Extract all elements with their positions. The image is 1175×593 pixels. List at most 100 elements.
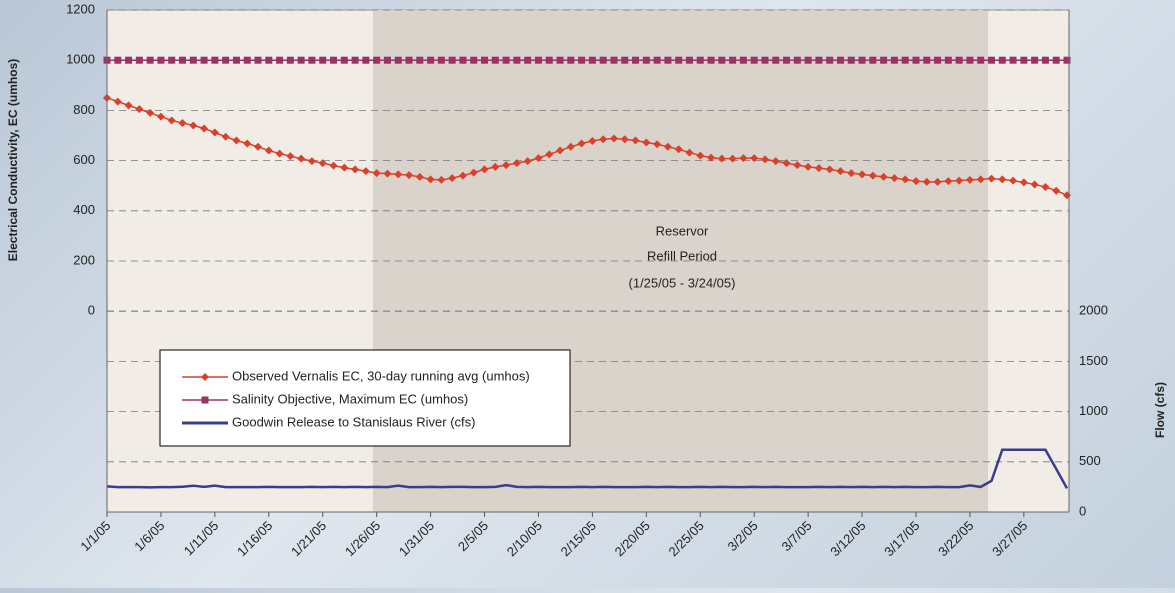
data-point [599, 135, 608, 144]
data-point [955, 56, 963, 64]
data-point [760, 155, 769, 164]
data-point [361, 167, 370, 176]
data-point [793, 161, 802, 170]
data-point [977, 56, 985, 64]
data-point [879, 172, 888, 181]
data-point [965, 175, 974, 184]
data-point [858, 56, 866, 64]
annotation: Reservor [656, 223, 709, 238]
x-tick-label: 1/6/05 [131, 518, 167, 554]
data-point [1063, 56, 1071, 64]
data-point [427, 56, 435, 64]
data-point [523, 157, 532, 166]
y2-axis-label: Flow (cfs) [1153, 382, 1167, 438]
y-tick-label: 200 [73, 252, 95, 267]
y-tick-label: 1000 [66, 52, 95, 67]
data-point [901, 56, 909, 64]
data-point [168, 56, 176, 64]
data-point [642, 138, 651, 147]
data-point [114, 56, 122, 64]
x-tick-label: 1/11/05 [181, 518, 222, 559]
data-point [437, 56, 445, 64]
data-point [329, 161, 338, 170]
y-tick-label: 600 [73, 152, 95, 167]
data-point [254, 142, 263, 151]
data-point [534, 154, 543, 163]
data-point [124, 101, 133, 110]
data-point [286, 152, 295, 161]
data-point [847, 56, 855, 64]
data-point [869, 56, 877, 64]
data-point [135, 105, 144, 114]
x-tick-label: 2/10/05 [504, 518, 545, 559]
data-point [373, 56, 381, 64]
data-point [933, 177, 942, 186]
data-point [1031, 56, 1039, 64]
data-point [167, 116, 176, 125]
data-point [502, 161, 511, 170]
legend-label: Observed Vernalis EC, 30-day running avg… [232, 368, 530, 383]
data-point [1019, 178, 1028, 187]
data-point [610, 56, 618, 64]
data-point [502, 56, 510, 64]
data-point [437, 175, 446, 184]
data-point [858, 170, 867, 179]
data-point [469, 168, 478, 177]
legend-label: Goodwin Release to Stanislaus River (cfs… [232, 414, 476, 429]
data-point [189, 121, 198, 130]
data-point [707, 56, 715, 64]
x-tick-label: 2/15/05 [558, 518, 599, 559]
data-point [232, 56, 240, 64]
data-point [513, 56, 521, 64]
data-point [998, 56, 1006, 64]
data-point [222, 56, 230, 64]
data-point [944, 56, 952, 64]
data-point [125, 56, 133, 64]
data-point [934, 56, 942, 64]
data-point [1009, 56, 1017, 64]
data-point [880, 56, 888, 64]
data-point [771, 157, 780, 166]
data-point [189, 56, 197, 64]
data-point [868, 171, 877, 180]
x-tick-label: 1/21/05 [288, 518, 329, 559]
data-point [200, 124, 209, 133]
data-point [545, 56, 553, 64]
data-point [814, 164, 823, 173]
data-point [653, 140, 662, 149]
data-point [578, 56, 586, 64]
data-point [405, 171, 414, 180]
x-tick-label: 3/12/05 [827, 518, 868, 559]
data-point [783, 56, 791, 64]
data-point [1030, 180, 1039, 189]
data-point [631, 136, 640, 145]
data-point [383, 56, 391, 64]
series-line [106, 448, 1069, 490]
data-point [178, 118, 187, 127]
data-point [1052, 186, 1061, 195]
x-tick-label: 1/31/05 [396, 518, 437, 559]
y2-tick-label: 500 [1079, 453, 1101, 468]
data-point [340, 56, 348, 64]
data-point [556, 146, 565, 155]
data-point [729, 56, 737, 64]
data-point [556, 56, 564, 64]
data-point [146, 108, 155, 117]
data-point [275, 149, 284, 158]
data-point [588, 137, 597, 146]
x-tick-label: 3/22/05 [935, 518, 976, 559]
data-point [340, 163, 349, 172]
data-point [351, 56, 359, 64]
data-point [254, 56, 262, 64]
data-point [696, 151, 705, 160]
data-point [307, 157, 316, 166]
y-axis-label: Electrical Conductivity, EC (umhos) [6, 59, 20, 261]
data-point [685, 56, 693, 64]
data-point [728, 154, 737, 163]
data-point [825, 165, 834, 174]
data-point [632, 56, 640, 64]
data-point [675, 56, 683, 64]
x-tick-label: 3/2/05 [725, 518, 761, 554]
x-tick-label: 1/16/05 [234, 518, 275, 559]
